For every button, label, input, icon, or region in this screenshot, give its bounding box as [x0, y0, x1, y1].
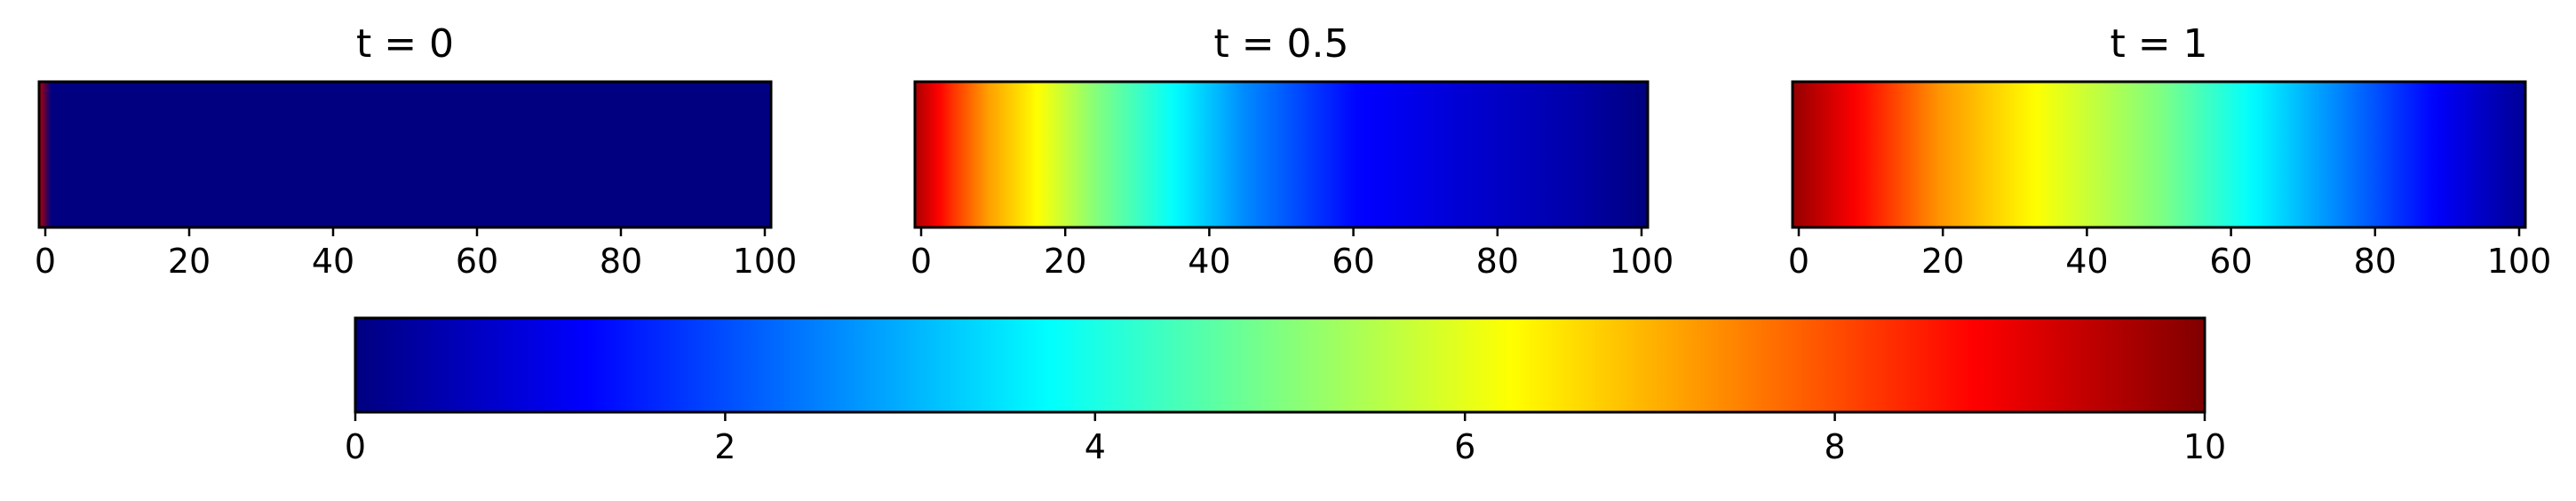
heatmap-panel: t = 0.5 0 20 40 60 80 100	[910, 21, 1674, 281]
heatmap-frame	[913, 80, 1650, 229]
x-tick-label: 0	[910, 242, 932, 281]
colorbar: 0 2 4 6 8 10	[345, 316, 2226, 466]
colorbar-tick-label: 6	[1454, 427, 1475, 466]
colorbar-tick-label: 4	[1085, 427, 1106, 466]
x-tick-label: 20	[168, 242, 211, 281]
x-tick-label: 60	[2209, 242, 2252, 281]
x-tick-label: 80	[2354, 242, 2397, 281]
x-tick-label: 100	[1610, 242, 1674, 281]
colorbar-tick-label: 8	[1825, 427, 1846, 466]
x-tick-label: 40	[312, 242, 354, 281]
x-tick-label: 100	[733, 242, 798, 281]
colorbar-tick-label: 0	[345, 427, 366, 466]
x-tick-label: 20	[1044, 242, 1086, 281]
x-tick-label: 60	[456, 242, 498, 281]
colorbar-image	[355, 318, 2205, 412]
x-tick-label: 20	[1921, 242, 1964, 281]
x-tick-label: 40	[2065, 242, 2108, 281]
colorbar-tick-label: 10	[2183, 427, 2226, 466]
x-tick-label: 0	[1788, 242, 1809, 281]
heatmap-frame	[1791, 80, 2527, 229]
heatmap-image	[39, 82, 771, 227]
x-tick-label: 80	[1476, 242, 1519, 281]
heatmap-image	[915, 82, 1648, 227]
heatmap-panel: t = 1 0 20 40 60 80 100	[1788, 21, 2551, 281]
heatmap-frame	[37, 80, 773, 229]
colorbar-tick-label: 2	[714, 427, 735, 466]
panel-title: t = 0.5	[1213, 21, 1348, 67]
panel-title: t = 1	[2110, 21, 2207, 67]
x-tick-label: 60	[1332, 242, 1374, 281]
panel-title: t = 0	[356, 21, 454, 67]
x-tick-label: 40	[1188, 242, 1230, 281]
heatmap-panel: t = 0 0 20 40 60 80 100	[35, 21, 797, 281]
x-tick-label: 80	[600, 242, 642, 281]
heatmap-image	[1793, 82, 2525, 227]
colorbar-frame	[354, 316, 2206, 414]
x-tick-label: 100	[2487, 242, 2552, 281]
x-tick-label: 0	[35, 242, 56, 281]
